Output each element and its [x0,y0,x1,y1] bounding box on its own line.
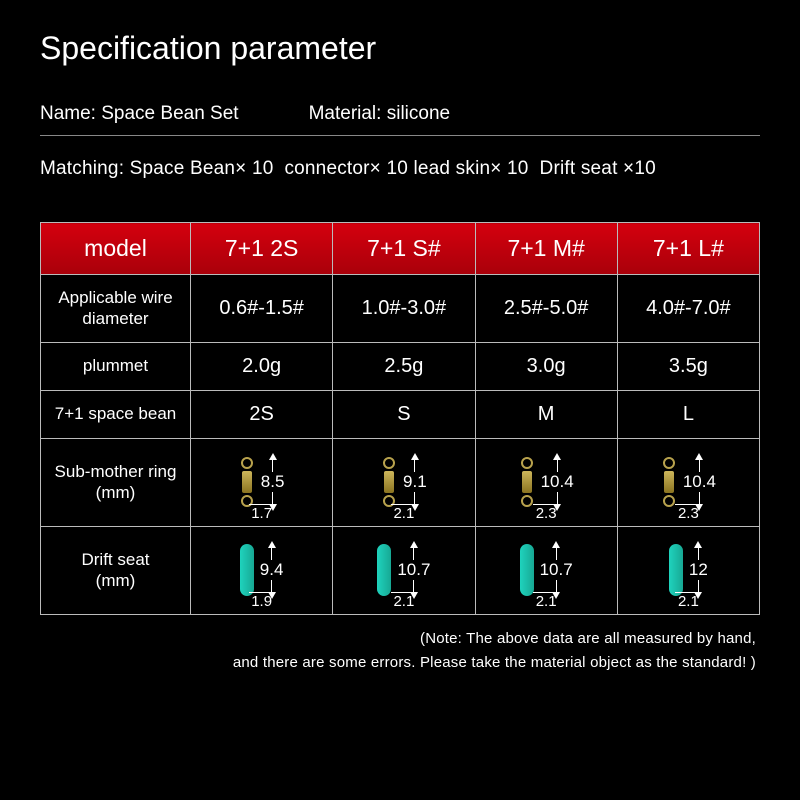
matching-text: Matching: Space Bean× 10 connector× 10 l… [40,144,656,194]
note-line-2: and there are some errors. Please take t… [40,651,756,675]
name-value: Space Bean Set [101,103,238,125]
row-ring: Sub-mother ring (mm) 8.5 1.7 9.1 2.1 10.4 2… [41,438,760,526]
th-m: 7+1 M# [475,223,617,275]
ring-cell-3: 10.4 2.3 [617,438,759,526]
height-value: 9.4 [260,560,284,580]
footnote: (Note: The above data are all measured b… [40,627,760,675]
table-header-row: model 7+1 2S 7+1 S# 7+1 M# 7+1 L# [41,223,760,275]
width-value: 2.1 [536,593,557,610]
drift-unit: (mm) [45,570,186,591]
ring-label: Sub-mother ring (mm) [41,438,191,526]
bean-1: S [333,390,475,438]
th-2s: 7+1 2S [191,223,333,275]
height-value: 10.4 [683,472,716,492]
height-value: 10.7 [540,560,573,580]
swivel-icon [381,457,397,507]
note-line-1: (Note: The above data are all measured b… [40,627,756,651]
plummet-1: 2.5g [333,342,475,390]
drift-label-text: Drift seat [45,549,186,570]
ring-cell-1: 9.1 2.1 [333,438,475,526]
bean-0: 2S [191,390,333,438]
width-value: 2.3 [536,505,557,522]
drift-seat-icon [240,544,254,596]
plummet-0: 2.0g [191,342,333,390]
width-dim: 1.9 [191,592,332,610]
height-value: 12 [689,560,708,580]
swivel-icon [519,457,535,507]
swivel-icon [239,457,255,507]
drift-seat-icon [377,544,391,596]
material-value: silicone [387,103,450,125]
height-dim: 12 [689,541,708,599]
plummet-label: plummet [41,342,191,390]
th-l: 7+1 L# [617,223,759,275]
drift-seat-icon [669,544,683,596]
th-model: model [41,223,191,275]
height-dim: 9.1 [403,453,427,511]
drift-seat-icon [520,544,534,596]
row-bean: 7+1 space bean 2S S M L [41,390,760,438]
page-title: Specification parameter [40,30,760,67]
width-value: 1.7 [251,505,272,522]
ring-cell-2: 10.4 2.3 [475,438,617,526]
swivel-icon [661,457,677,507]
width-dim: 1.7 [191,504,332,522]
ring-unit: (mm) [45,482,186,503]
plummet-3: 3.5g [617,342,759,390]
width-dim: 2.1 [476,592,617,610]
plummet-2: 3.0g [475,342,617,390]
bean-label: 7+1 space bean [41,390,191,438]
height-value: 8.5 [261,472,285,492]
info-row-1: Name: Space Bean Set Material: silicone [40,95,760,136]
width-dim: 2.3 [618,504,759,522]
width-dim: 2.1 [333,504,474,522]
height-dim: 10.4 [541,453,574,511]
height-value: 10.4 [541,472,574,492]
height-dim: 10.7 [397,541,430,599]
wire-3: 4.0#-7.0# [617,275,759,343]
width-value: 2.3 [678,505,699,522]
row-plummet: plummet 2.0g 2.5g 3.0g 3.5g [41,342,760,390]
width-dim: 2.1 [618,592,759,610]
row-wire: Applicable wire diameter 0.6#-1.5# 1.0#-… [41,275,760,343]
info-row-2: Matching: Space Bean× 10 connector× 10 l… [40,136,760,204]
ring-cell-0: 8.5 1.7 [191,438,333,526]
width-value: 1.9 [251,593,272,610]
th-s: 7+1 S# [333,223,475,275]
width-value: 2.1 [678,593,699,610]
bean-3: L [617,390,759,438]
bean-2: M [475,390,617,438]
width-dim: 2.3 [476,504,617,522]
drift-label: Drift seat (mm) [41,526,191,614]
wire-2: 2.5#-5.0# [475,275,617,343]
height-dim: 8.5 [261,453,285,511]
spec-page: Specification parameter Name: Space Bean… [0,0,800,675]
height-dim: 10.7 [540,541,573,599]
drift-cell-2: 10.7 2.1 [475,526,617,614]
material-label: Material: [309,103,387,125]
name-label: Name: [40,103,101,125]
wire-1: 1.0#-3.0# [333,275,475,343]
drift-cell-3: 122.1 [617,526,759,614]
wire-label: Applicable wire diameter [41,275,191,343]
height-value: 10.7 [397,560,430,580]
width-value: 2.1 [393,505,414,522]
ring-label-text: Sub-mother ring [45,461,186,482]
height-dim: 9.4 [260,541,284,599]
drift-cell-1: 10.7 2.1 [333,526,475,614]
drift-cell-0: 9.4 1.9 [191,526,333,614]
spec-table: model 7+1 2S 7+1 S# 7+1 M# 7+1 L# Applic… [40,222,760,615]
width-dim: 2.1 [333,592,474,610]
height-dim: 10.4 [683,453,716,511]
row-drift: Drift seat (mm) 9.4 1.9 10.7 2.1 10.7 2.1 1… [41,526,760,614]
width-value: 2.1 [393,593,414,610]
height-value: 9.1 [403,472,427,492]
wire-0: 0.6#-1.5# [191,275,333,343]
